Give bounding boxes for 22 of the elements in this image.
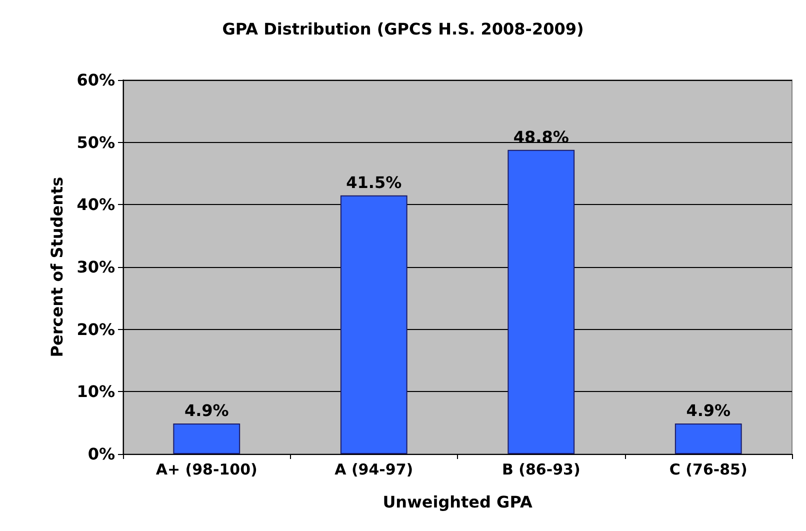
- data-label: 41.5%: [346, 172, 402, 192]
- x-tick-label: B (86-93): [502, 460, 580, 478]
- chart-title: GPA Distribution (GPCS H.S. 2008-2009): [222, 20, 584, 38]
- x-tick-label: C (76-85): [669, 460, 748, 478]
- x-tick-label: A (94-97): [334, 460, 414, 478]
- y-tick-label: 50%: [76, 132, 115, 152]
- y-tick-label: 10%: [76, 382, 115, 402]
- y-axis-title: Percent of Students: [48, 176, 66, 358]
- y-tick-label: 20%: [76, 320, 115, 339]
- y-tick-label: 30%: [76, 258, 115, 276]
- bar: [340, 195, 408, 454]
- y-tick-label: 0%: [88, 444, 115, 464]
- y-tick-label: 40%: [76, 195, 115, 214]
- y-tick-label: 60%: [76, 70, 115, 90]
- data-label: 4.9%: [686, 400, 731, 420]
- bar: [508, 150, 575, 454]
- bar: [674, 423, 742, 454]
- x-tick-label: A+ (98-100): [156, 460, 258, 478]
- data-label: 48.8%: [513, 127, 569, 146]
- x-axis-title: Unweighted GPA: [382, 492, 533, 512]
- bar: [173, 423, 240, 454]
- data-label: 4.9%: [184, 400, 229, 420]
